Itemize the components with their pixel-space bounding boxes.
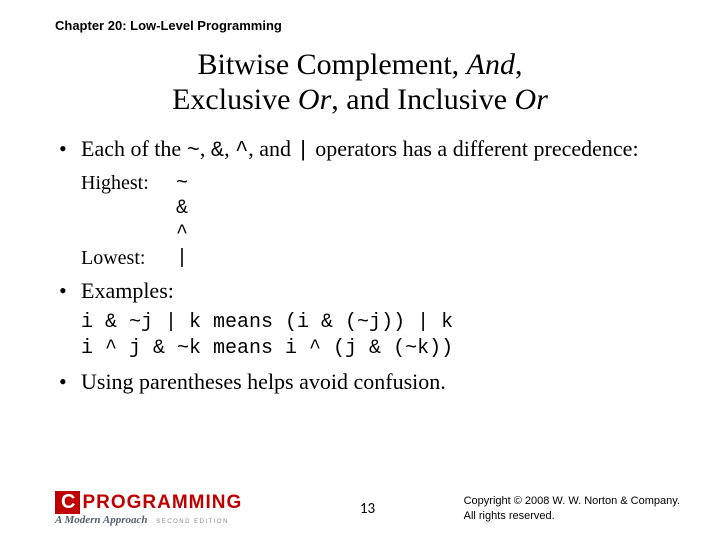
- slide-footer: C PROGRAMMING A Modern Approach SECOND E…: [55, 491, 680, 526]
- precedence-row: &: [81, 196, 680, 221]
- example-code: i ^ j & ~k: [81, 337, 201, 360]
- chapter-header: Chapter 20: Low-Level Programming: [55, 18, 282, 33]
- slide-title: Bitwise Complement, And, Exclusive Or, a…: [0, 48, 720, 117]
- precedence-op: |: [176, 246, 188, 271]
- logo-sub-text: A Modern Approach: [55, 514, 148, 526]
- copyright-block: Copyright © 2008 W. W. Norton & Company.…: [464, 494, 680, 523]
- text: ,: [200, 136, 211, 161]
- logo-main: C PROGRAMMING: [55, 491, 242, 514]
- text: Each of the: [81, 136, 187, 161]
- means-text: means: [201, 337, 285, 360]
- copyright-line2: All rights reserved.: [464, 509, 680, 523]
- title-italic: Or: [298, 83, 331, 116]
- precedence-op: &: [176, 196, 188, 221]
- bullet-parentheses: Using parentheses helps avoid confusion.: [55, 368, 680, 396]
- precedence-row-highest: Highest: ~: [81, 171, 680, 196]
- logo-c-badge: C: [55, 491, 80, 514]
- logo-edition: SECOND EDITION: [156, 519, 229, 525]
- title-italic: And: [467, 48, 515, 81]
- example-result: i ^ (j & (~k)): [285, 337, 453, 360]
- examples-block: i & ~j | k means (i & (~j)) | k i ^ j & …: [81, 310, 680, 362]
- slide-content: Each of the ~, &, ^, and | operators has…: [55, 135, 680, 402]
- title-part: Bitwise Complement,: [198, 48, 467, 81]
- copyright-line1: Copyright © 2008 W. W. Norton & Company.: [464, 494, 680, 508]
- empty-label: [81, 196, 176, 221]
- page-number: 13: [360, 500, 375, 518]
- precedence-op: ~: [176, 171, 188, 196]
- title-part: Exclusive: [172, 83, 298, 116]
- title-italic: Or: [515, 83, 548, 116]
- example-result: (i & (~j)) | k: [285, 311, 453, 334]
- text: , and: [248, 136, 296, 161]
- lowest-label: Lowest:: [81, 246, 176, 271]
- title-part: , and Inclusive: [331, 83, 514, 116]
- precedence-row-lowest: Lowest: |: [81, 246, 680, 271]
- text: operators has a different precedence:: [310, 136, 639, 161]
- operator-pipe: |: [297, 138, 310, 163]
- logo-subtitle: A Modern Approach SECOND EDITION: [55, 515, 242, 526]
- example-code: i & ~j | k: [81, 311, 201, 334]
- bullet-examples: Examples:: [55, 277, 680, 305]
- book-logo: C PROGRAMMING A Modern Approach SECOND E…: [55, 491, 242, 526]
- empty-label: [81, 221, 176, 246]
- bullet-precedence-intro: Each of the ~, &, ^, and | operators has…: [55, 135, 680, 165]
- operator-tilde: ~: [187, 138, 200, 163]
- operator-amp: &: [211, 138, 224, 163]
- highest-label: Highest:: [81, 171, 176, 196]
- text: ,: [224, 136, 235, 161]
- title-part: ,: [515, 48, 523, 81]
- precedence-row: ^: [81, 221, 680, 246]
- operator-caret: ^: [235, 138, 248, 163]
- precedence-op: ^: [176, 221, 188, 246]
- means-text: means: [201, 311, 285, 334]
- logo-word: PROGRAMMING: [82, 493, 242, 512]
- precedence-table: Highest: ~ & ^ Lowest: |: [81, 171, 680, 271]
